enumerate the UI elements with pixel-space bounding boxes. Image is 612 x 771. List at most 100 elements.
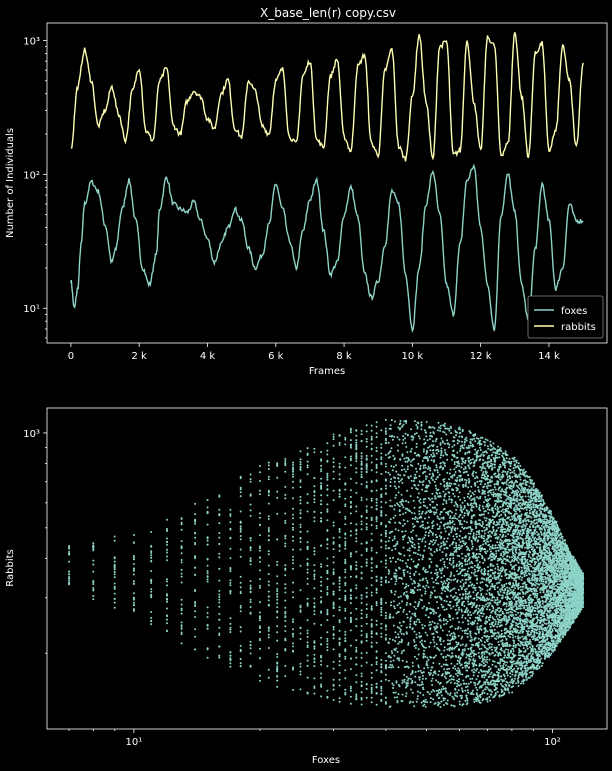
scatter-point	[473, 564, 476, 567]
scatter-point	[485, 552, 487, 555]
scatter-point	[326, 449, 329, 452]
scatter-point	[488, 518, 491, 521]
scatter-point	[461, 565, 464, 568]
scatter-point	[388, 706, 391, 708]
scatter-point	[313, 573, 316, 576]
scatter-point	[499, 478, 502, 481]
scatter-point	[344, 607, 347, 610]
scatter-point	[439, 442, 442, 445]
scatter-point	[459, 683, 462, 686]
scatter-point	[467, 444, 470, 447]
scatter-point	[493, 534, 496, 537]
scatter-point	[417, 521, 419, 523]
scatter-point	[332, 683, 335, 686]
scatter-point	[503, 585, 506, 588]
scatter-point	[332, 524, 335, 527]
scatter-point	[218, 598, 221, 601]
scatter-point	[488, 623, 491, 626]
scatter-point	[326, 640, 329, 643]
scatter-point	[424, 614, 427, 617]
scatter-point	[455, 604, 458, 607]
scatter-point	[456, 439, 459, 442]
scatter-point	[344, 677, 347, 680]
scatter-point	[344, 503, 347, 506]
scatter-point	[206, 543, 209, 546]
scatter-point	[397, 610, 400, 613]
scatter-point	[338, 443, 341, 446]
scatter-point	[370, 424, 373, 427]
scatter-point	[365, 454, 368, 457]
scatter-point	[401, 464, 404, 467]
scatter-point	[463, 505, 466, 507]
legend-label-foxes: foxes	[561, 306, 587, 317]
scatter-point	[292, 526, 294, 529]
scatter-point	[460, 440, 463, 443]
scatter-point	[396, 436, 399, 439]
scatter-point	[349, 439, 352, 442]
scatter-point	[401, 682, 404, 684]
scatter-point	[488, 683, 491, 686]
scatter-point	[444, 663, 447, 666]
scatter-point	[419, 538, 421, 541]
scatter-point	[496, 690, 499, 693]
scatter-point	[479, 657, 481, 660]
scatter-point	[360, 467, 363, 470]
scatter-point	[344, 482, 347, 485]
scatter-point	[355, 505, 358, 508]
scatter-point	[433, 455, 436, 458]
scatter-point	[365, 633, 368, 635]
scatter-point	[471, 651, 474, 654]
scatter-point	[499, 518, 501, 521]
scatter-point	[469, 576, 472, 579]
scatter-point	[380, 443, 383, 446]
scatter-point	[434, 670, 437, 673]
scatter-point	[344, 466, 347, 469]
scatter-point	[404, 470, 407, 473]
scatter-point	[486, 661, 489, 664]
scatter-point	[407, 643, 410, 646]
scatter-point	[439, 443, 442, 446]
scatter-point	[496, 541, 499, 544]
scatter-point	[428, 602, 430, 605]
scatter-point	[180, 624, 183, 627]
scatter-point	[486, 670, 489, 673]
scatter-point	[414, 476, 417, 479]
scatter-point	[504, 587, 507, 590]
scatter-point	[491, 663, 494, 666]
scatter-point	[408, 537, 411, 540]
scatter-point	[501, 482, 504, 485]
scatter-point	[360, 473, 363, 476]
scatter-point	[446, 699, 449, 702]
scatter-point	[276, 616, 279, 619]
scatter-point	[492, 607, 495, 610]
scatter-point	[338, 582, 341, 585]
scatter-point	[443, 646, 446, 649]
scatter-point	[194, 557, 197, 560]
scatter-point	[433, 541, 436, 544]
scatter-point	[320, 584, 323, 587]
scatter-point	[436, 469, 439, 471]
scatter-point	[493, 483, 496, 486]
scatter-point	[435, 466, 438, 469]
scatter-point	[355, 663, 358, 666]
scatter-point	[306, 510, 309, 513]
scatter-point	[402, 519, 405, 522]
scatter-point	[229, 513, 232, 516]
scatter-point	[474, 570, 477, 573]
scatter-point	[478, 529, 481, 532]
scatter-point	[284, 537, 287, 540]
scatter-point	[451, 520, 454, 523]
scatter-point	[332, 444, 335, 447]
scatter-point	[448, 482, 451, 485]
scatter-point	[476, 622, 479, 625]
scatter-point	[500, 694, 503, 697]
scatter-point	[459, 673, 462, 676]
scatter-point	[479, 618, 482, 621]
scatter-point	[504, 661, 507, 664]
scatter-point	[473, 460, 476, 463]
scatter-point	[389, 560, 392, 563]
scatter-point	[481, 660, 484, 663]
scatter-point	[475, 505, 478, 508]
scatter-point	[306, 664, 309, 667]
